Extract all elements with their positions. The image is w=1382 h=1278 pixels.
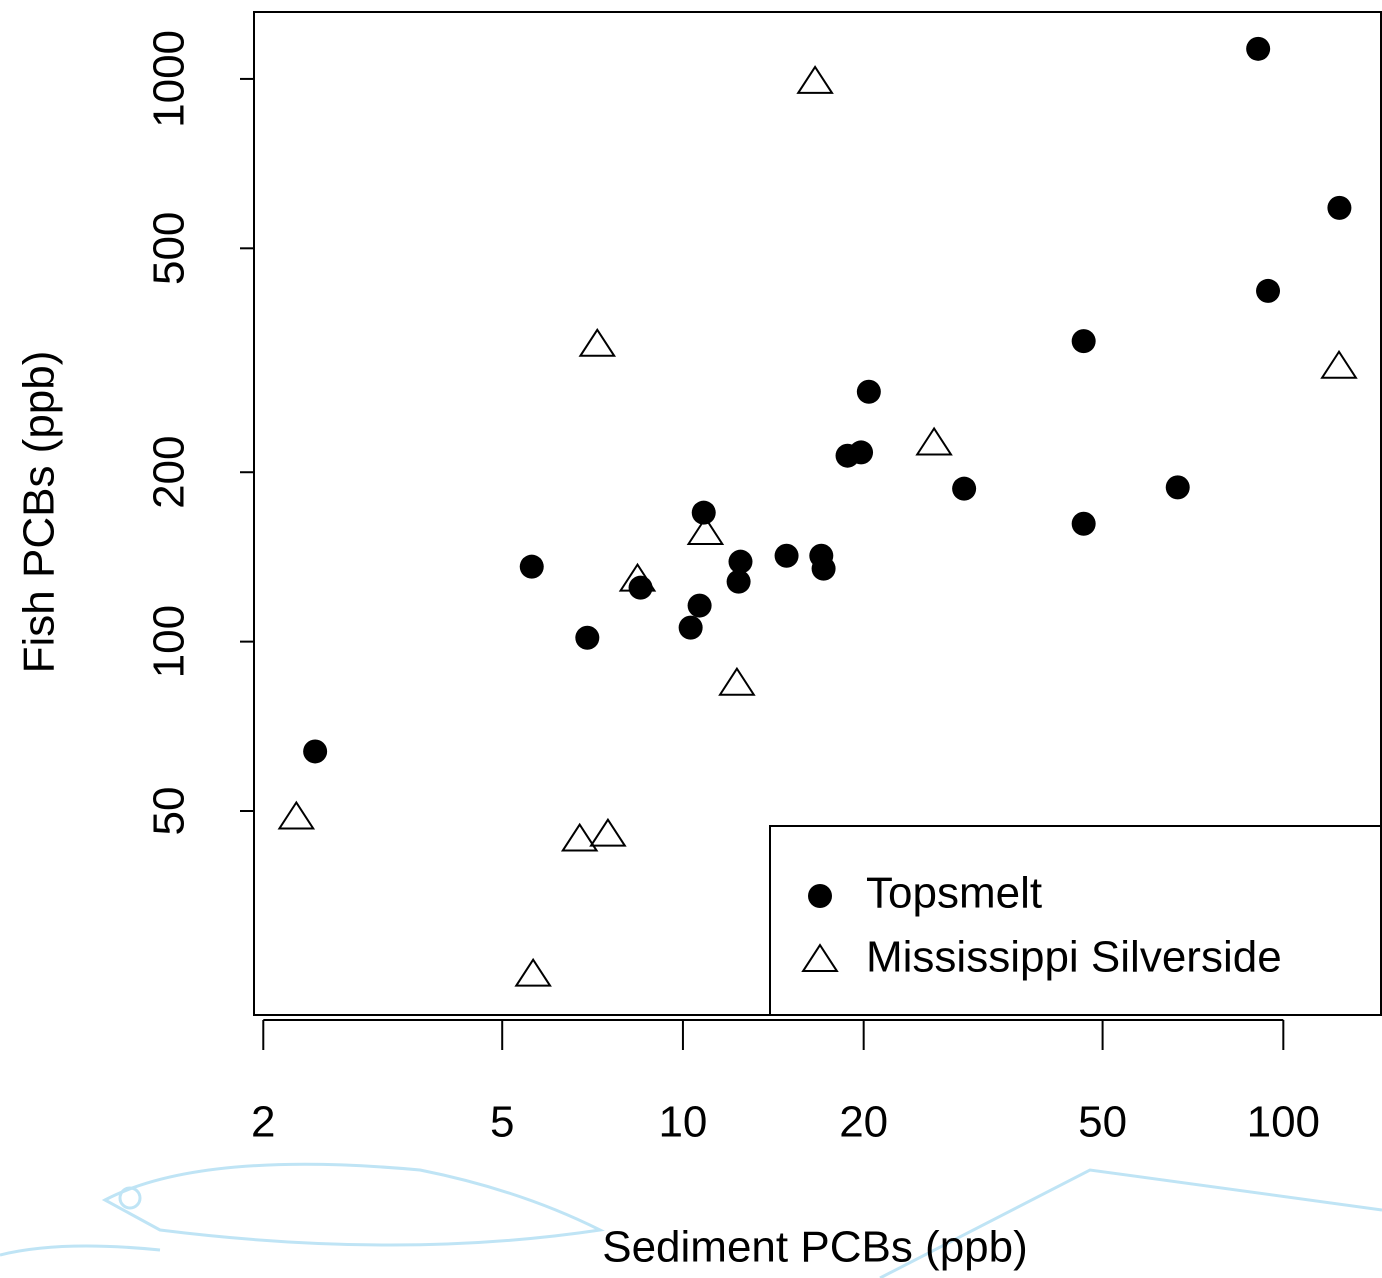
point [796, 65, 834, 94]
point [1071, 329, 1096, 354]
point [849, 440, 874, 465]
point [514, 957, 552, 987]
point [774, 543, 799, 568]
point [915, 426, 953, 456]
y-tick-label: 1000 [145, 30, 194, 128]
legend-box [769, 825, 1382, 1016]
point [1165, 475, 1190, 500]
x-tick-label: 2 [251, 1098, 275, 1147]
point [1320, 349, 1358, 379]
point [687, 593, 712, 618]
x-tick-label: 50 [1078, 1098, 1127, 1147]
point [1256, 278, 1281, 303]
x-tick-label: 20 [839, 1098, 888, 1147]
legend-marker [808, 884, 832, 908]
point [718, 666, 756, 696]
point [578, 327, 617, 357]
point [560, 822, 599, 852]
point [589, 817, 627, 847]
point [856, 379, 881, 404]
point [618, 562, 657, 592]
x-tick-label: 100 [1247, 1098, 1320, 1147]
legend-label: Mississippi Silverside [866, 933, 1282, 982]
point [628, 575, 653, 600]
point [1246, 36, 1271, 61]
point [691, 500, 716, 525]
y-tick-label: 100 [145, 605, 194, 678]
legend-label: Topsmelt [866, 869, 1042, 918]
point [575, 625, 600, 650]
y-tick-label: 200 [145, 436, 194, 509]
point [277, 800, 316, 830]
x-axis-label: Sediment PCBs (ppb) [602, 1223, 1028, 1272]
y-tick-label: 50 [145, 787, 194, 836]
point [519, 554, 544, 579]
watermark [0, 1162, 1382, 1278]
point [952, 476, 977, 501]
point [686, 516, 725, 546]
point [1327, 195, 1352, 220]
y-tick-label: 500 [145, 212, 194, 285]
point [726, 569, 751, 594]
x-tick-label: 5 [490, 1098, 514, 1147]
x-tick-label: 10 [658, 1098, 707, 1147]
point [678, 615, 703, 640]
point [303, 739, 328, 764]
y-axis-label: Fish PCBs (ppb) [15, 351, 64, 674]
point [811, 556, 836, 581]
point [1071, 511, 1096, 536]
legend-marker [801, 943, 839, 973]
point [728, 549, 753, 574]
